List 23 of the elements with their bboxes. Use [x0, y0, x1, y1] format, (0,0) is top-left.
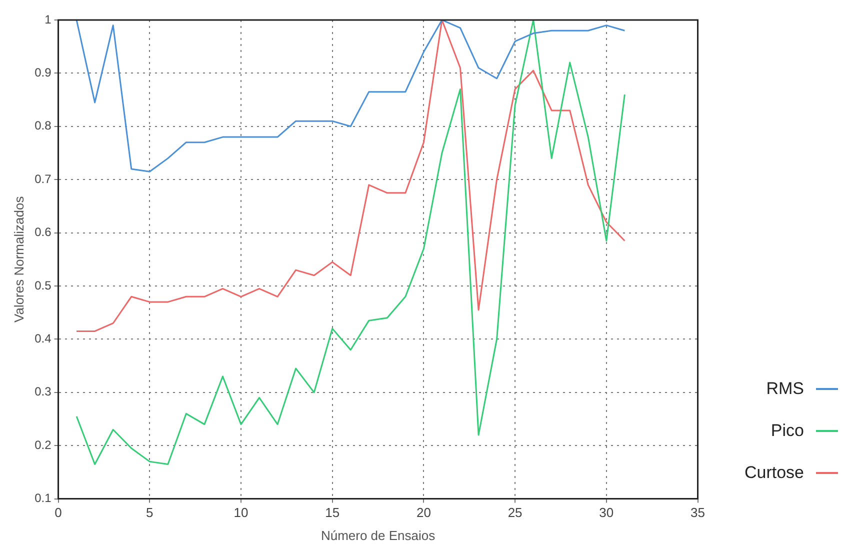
legend-label: RMS	[766, 379, 804, 399]
y-tick-label: 1	[44, 12, 52, 26]
y-tick-label: 0.4	[34, 332, 52, 346]
legend-label: Pico	[770, 421, 804, 441]
y-axis-title: Valores Normalizados	[11, 196, 26, 322]
x-tick-label: 5	[146, 505, 154, 520]
x-tick-label: 35	[690, 505, 706, 520]
x-axis-title: Número de Ensaios	[320, 528, 436, 543]
y-tick-label: 0.5	[34, 278, 52, 292]
y-tick-label: 0.1	[34, 491, 52, 506]
x-tick-label: 30	[599, 505, 614, 520]
x-tick-label: 0	[54, 505, 62, 520]
legend-label: Curtose	[744, 463, 804, 483]
y-tick-label: 0.6	[34, 225, 52, 240]
x-tick-label: 15	[325, 505, 340, 520]
y-tick-label: 0.3	[34, 384, 52, 399]
x-tick-label: 25	[508, 505, 522, 520]
y-tick-label: 0.2	[34, 438, 52, 452]
y-tick-label: 0.7	[34, 172, 52, 186]
x-tick-label: 20	[416, 505, 431, 520]
y-tick-label: 0.9	[34, 66, 52, 80]
y-tick-label: 0.8	[34, 118, 52, 133]
x-tick-label: 10	[234, 505, 248, 520]
